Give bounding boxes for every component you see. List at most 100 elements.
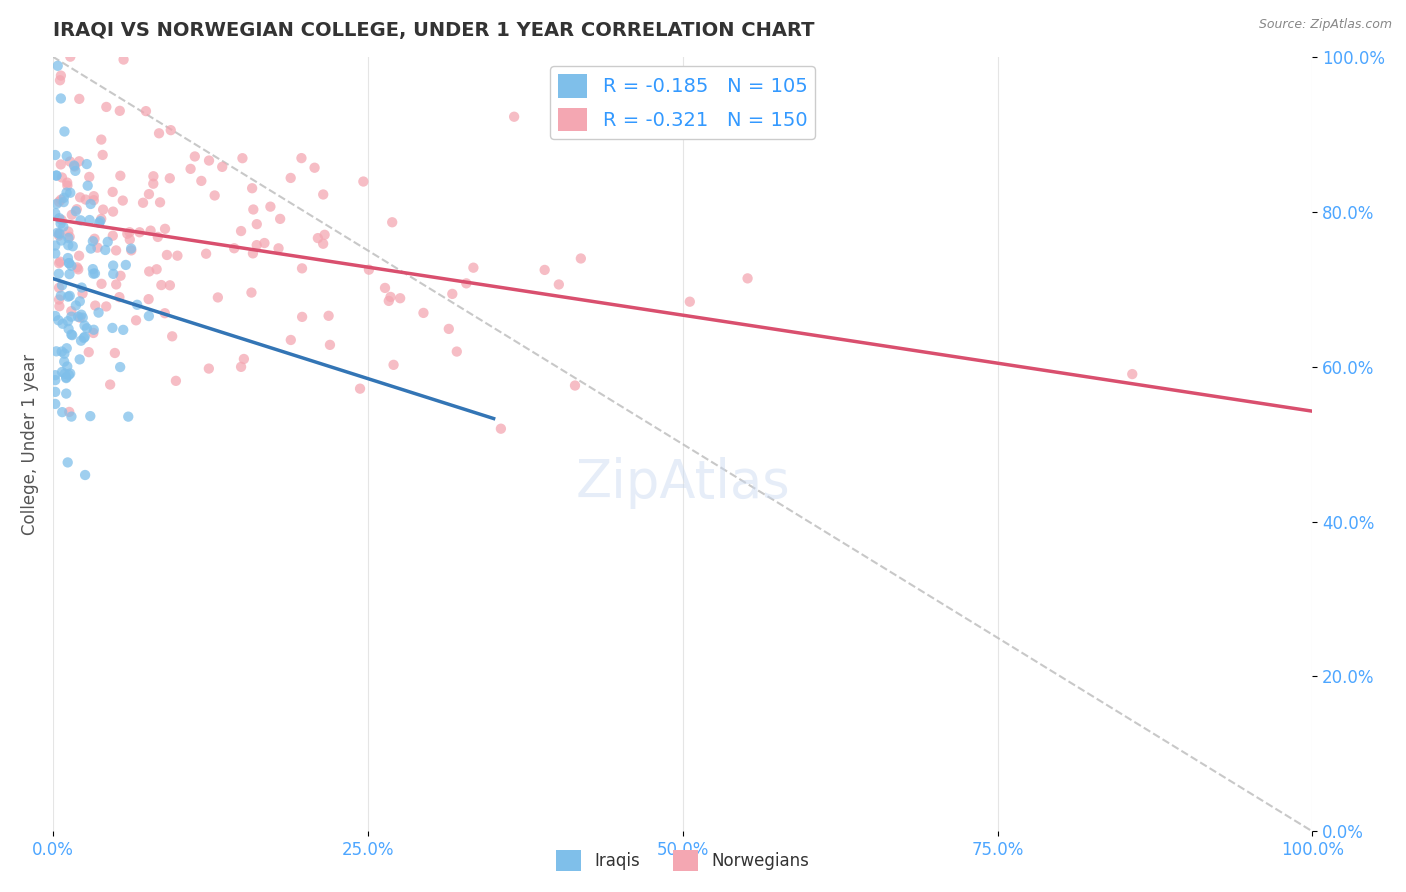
Point — [51, 234, 73, 248]
Point — [90, 132, 112, 146]
Point — [60, 409, 83, 424]
Point — [72, 286, 94, 301]
Point — [55, 371, 77, 385]
Point — [87, 305, 110, 319]
Point — [53, 367, 76, 381]
Point — [111, 194, 134, 208]
Point — [149, 195, 172, 210]
Point — [62, 239, 84, 253]
Point — [374, 281, 396, 295]
Point — [76, 178, 98, 193]
Point — [46, 226, 69, 240]
Point — [117, 227, 139, 241]
Point — [229, 359, 252, 374]
Point — [159, 123, 181, 137]
Point — [67, 154, 90, 169]
Point — [165, 374, 187, 388]
Point — [318, 309, 340, 323]
Point — [412, 306, 434, 320]
Point — [65, 164, 87, 178]
Point — [101, 185, 124, 199]
Point — [48, 194, 70, 209]
Point — [211, 160, 233, 174]
Point — [142, 177, 165, 191]
Point — [56, 455, 79, 469]
Point — [44, 368, 66, 383]
Point — [45, 169, 67, 183]
Point — [503, 110, 526, 124]
Point — [90, 211, 112, 226]
Point — [83, 232, 105, 246]
Point — [378, 293, 401, 308]
Point — [58, 322, 80, 336]
Point — [48, 227, 70, 241]
Point — [59, 289, 82, 303]
Point — [125, 313, 148, 327]
Point — [153, 306, 176, 320]
Point — [229, 224, 252, 238]
Point — [60, 328, 83, 343]
Point — [75, 468, 97, 483]
Point — [190, 174, 212, 188]
Point — [184, 149, 207, 163]
Point — [80, 242, 103, 256]
Point — [51, 405, 73, 419]
Point — [84, 267, 107, 281]
Point — [114, 258, 136, 272]
Point — [547, 277, 569, 292]
Point — [48, 211, 70, 226]
Point — [44, 246, 66, 260]
Point — [79, 409, 101, 424]
Point — [65, 298, 87, 312]
Point — [51, 278, 73, 293]
Point — [60, 208, 83, 222]
Point — [138, 187, 160, 202]
Point — [389, 291, 412, 305]
Point — [58, 238, 80, 252]
Point — [48, 313, 70, 327]
Point — [101, 204, 124, 219]
Point — [73, 331, 96, 345]
Point — [45, 197, 67, 211]
Point — [44, 148, 66, 162]
Point — [91, 202, 114, 217]
Point — [67, 92, 90, 106]
Point — [77, 345, 100, 359]
Point — [307, 231, 329, 245]
Point — [51, 344, 73, 359]
Point — [105, 277, 128, 292]
Point — [105, 244, 128, 258]
Point — [352, 175, 374, 189]
Point — [58, 256, 80, 270]
Point — [382, 358, 405, 372]
Point — [138, 264, 160, 278]
Point — [58, 256, 80, 270]
Point — [84, 299, 107, 313]
Point — [52, 191, 75, 205]
Point — [86, 241, 108, 255]
Point — [112, 323, 135, 337]
Point — [44, 373, 66, 387]
Point — [108, 359, 131, 374]
Point — [160, 329, 183, 343]
Point — [77, 169, 100, 184]
Point — [291, 261, 314, 276]
Point — [66, 260, 89, 275]
Point — [204, 188, 226, 202]
Text: ZipAtlas: ZipAtlas — [575, 457, 790, 508]
Point — [314, 227, 336, 242]
Point — [69, 190, 91, 204]
Point — [349, 382, 371, 396]
Point — [357, 262, 380, 277]
Y-axis label: College, Under 1 year: College, Under 1 year — [21, 353, 39, 534]
Point — [737, 271, 759, 285]
Point — [101, 228, 124, 243]
Point — [44, 309, 66, 323]
Point — [146, 230, 169, 244]
Point — [60, 327, 83, 342]
Point — [60, 304, 83, 318]
Point — [56, 251, 79, 265]
Point — [240, 181, 263, 195]
Point — [280, 333, 302, 347]
Point — [108, 103, 131, 118]
